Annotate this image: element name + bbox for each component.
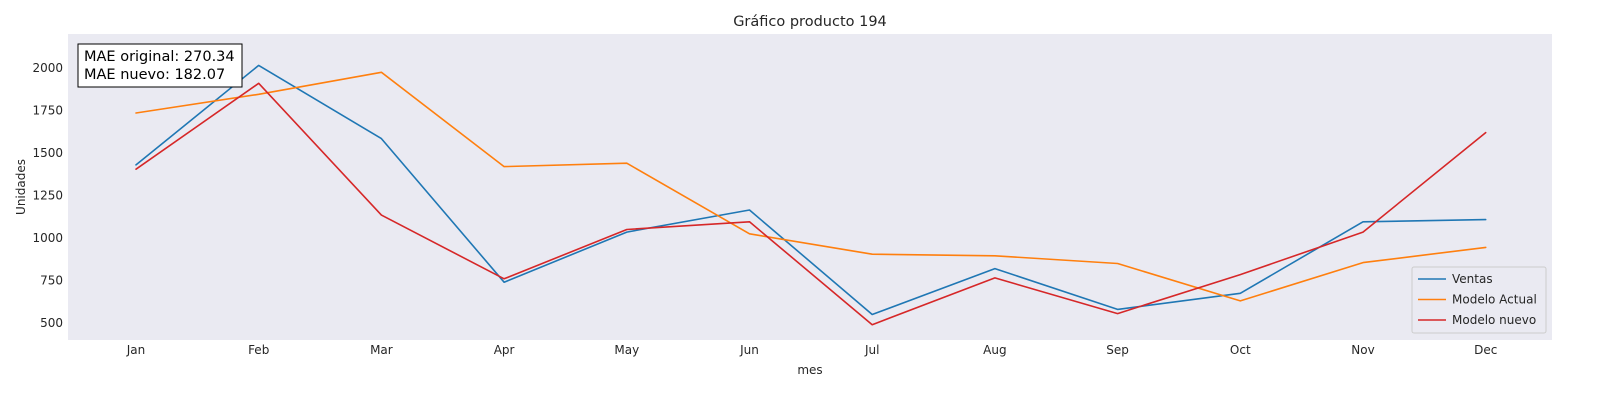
x-tick-label: Apr	[494, 343, 515, 357]
mae-annotation-box	[77, 43, 243, 88]
y-tick-label: 500	[40, 316, 63, 330]
x-axis-label: mes	[797, 363, 822, 377]
y-tick-label: 1000	[32, 231, 63, 245]
series-line-modelo-nuevo	[135, 82, 1487, 326]
x-tick-label: Jan	[126, 343, 146, 357]
x-tick-label: Nov	[1351, 343, 1374, 357]
x-tick-label: Mar	[370, 343, 393, 357]
x-tick-label: Feb	[248, 343, 269, 357]
x-tick-label: Jun	[739, 343, 759, 357]
legend: Ventas Modelo Actual Modelo nuevo	[1411, 266, 1547, 334]
plot-area	[68, 34, 1552, 340]
legend-label: Ventas	[1452, 272, 1493, 286]
legend-box	[1411, 266, 1547, 334]
y-tick-label: 1250	[32, 189, 63, 203]
legend-label: Modelo Actual	[1452, 293, 1537, 307]
mae-annotation: MAE original: 270.34 MAE nuevo: 182.07	[77, 43, 243, 88]
x-tick-label: May	[614, 343, 639, 357]
mae-new-text: MAE nuevo: 182.07	[84, 67, 225, 83]
y-tick-label: 1750	[32, 104, 63, 118]
x-axis: Jan Feb Mar Apr May Jun Jul Aug Sep Oct Nov Dec	[126, 343, 1498, 357]
chart-title: Gráfico producto 194	[733, 14, 887, 30]
y-axis: 500 750 1000 1250 1500 1750 2000	[32, 61, 63, 330]
series-group	[135, 64, 1487, 326]
y-axis-label: Unidades	[14, 159, 28, 215]
y-tick-label: 1500	[32, 146, 63, 160]
x-tick-label: Oct	[1230, 343, 1251, 357]
legend-label: Modelo nuevo	[1452, 313, 1536, 327]
x-tick-label: Dec	[1474, 343, 1497, 357]
x-tick-label: Sep	[1106, 343, 1129, 357]
x-tick-label: Jul	[864, 343, 879, 357]
y-tick-label: 2000	[32, 61, 63, 75]
y-tick-label: 750	[40, 274, 63, 288]
x-tick-label: Aug	[983, 343, 1006, 357]
mae-original-text: MAE original: 270.34	[84, 49, 235, 65]
series-line-modelo-actual	[135, 71, 1487, 302]
series-line-ventas	[135, 64, 1487, 316]
